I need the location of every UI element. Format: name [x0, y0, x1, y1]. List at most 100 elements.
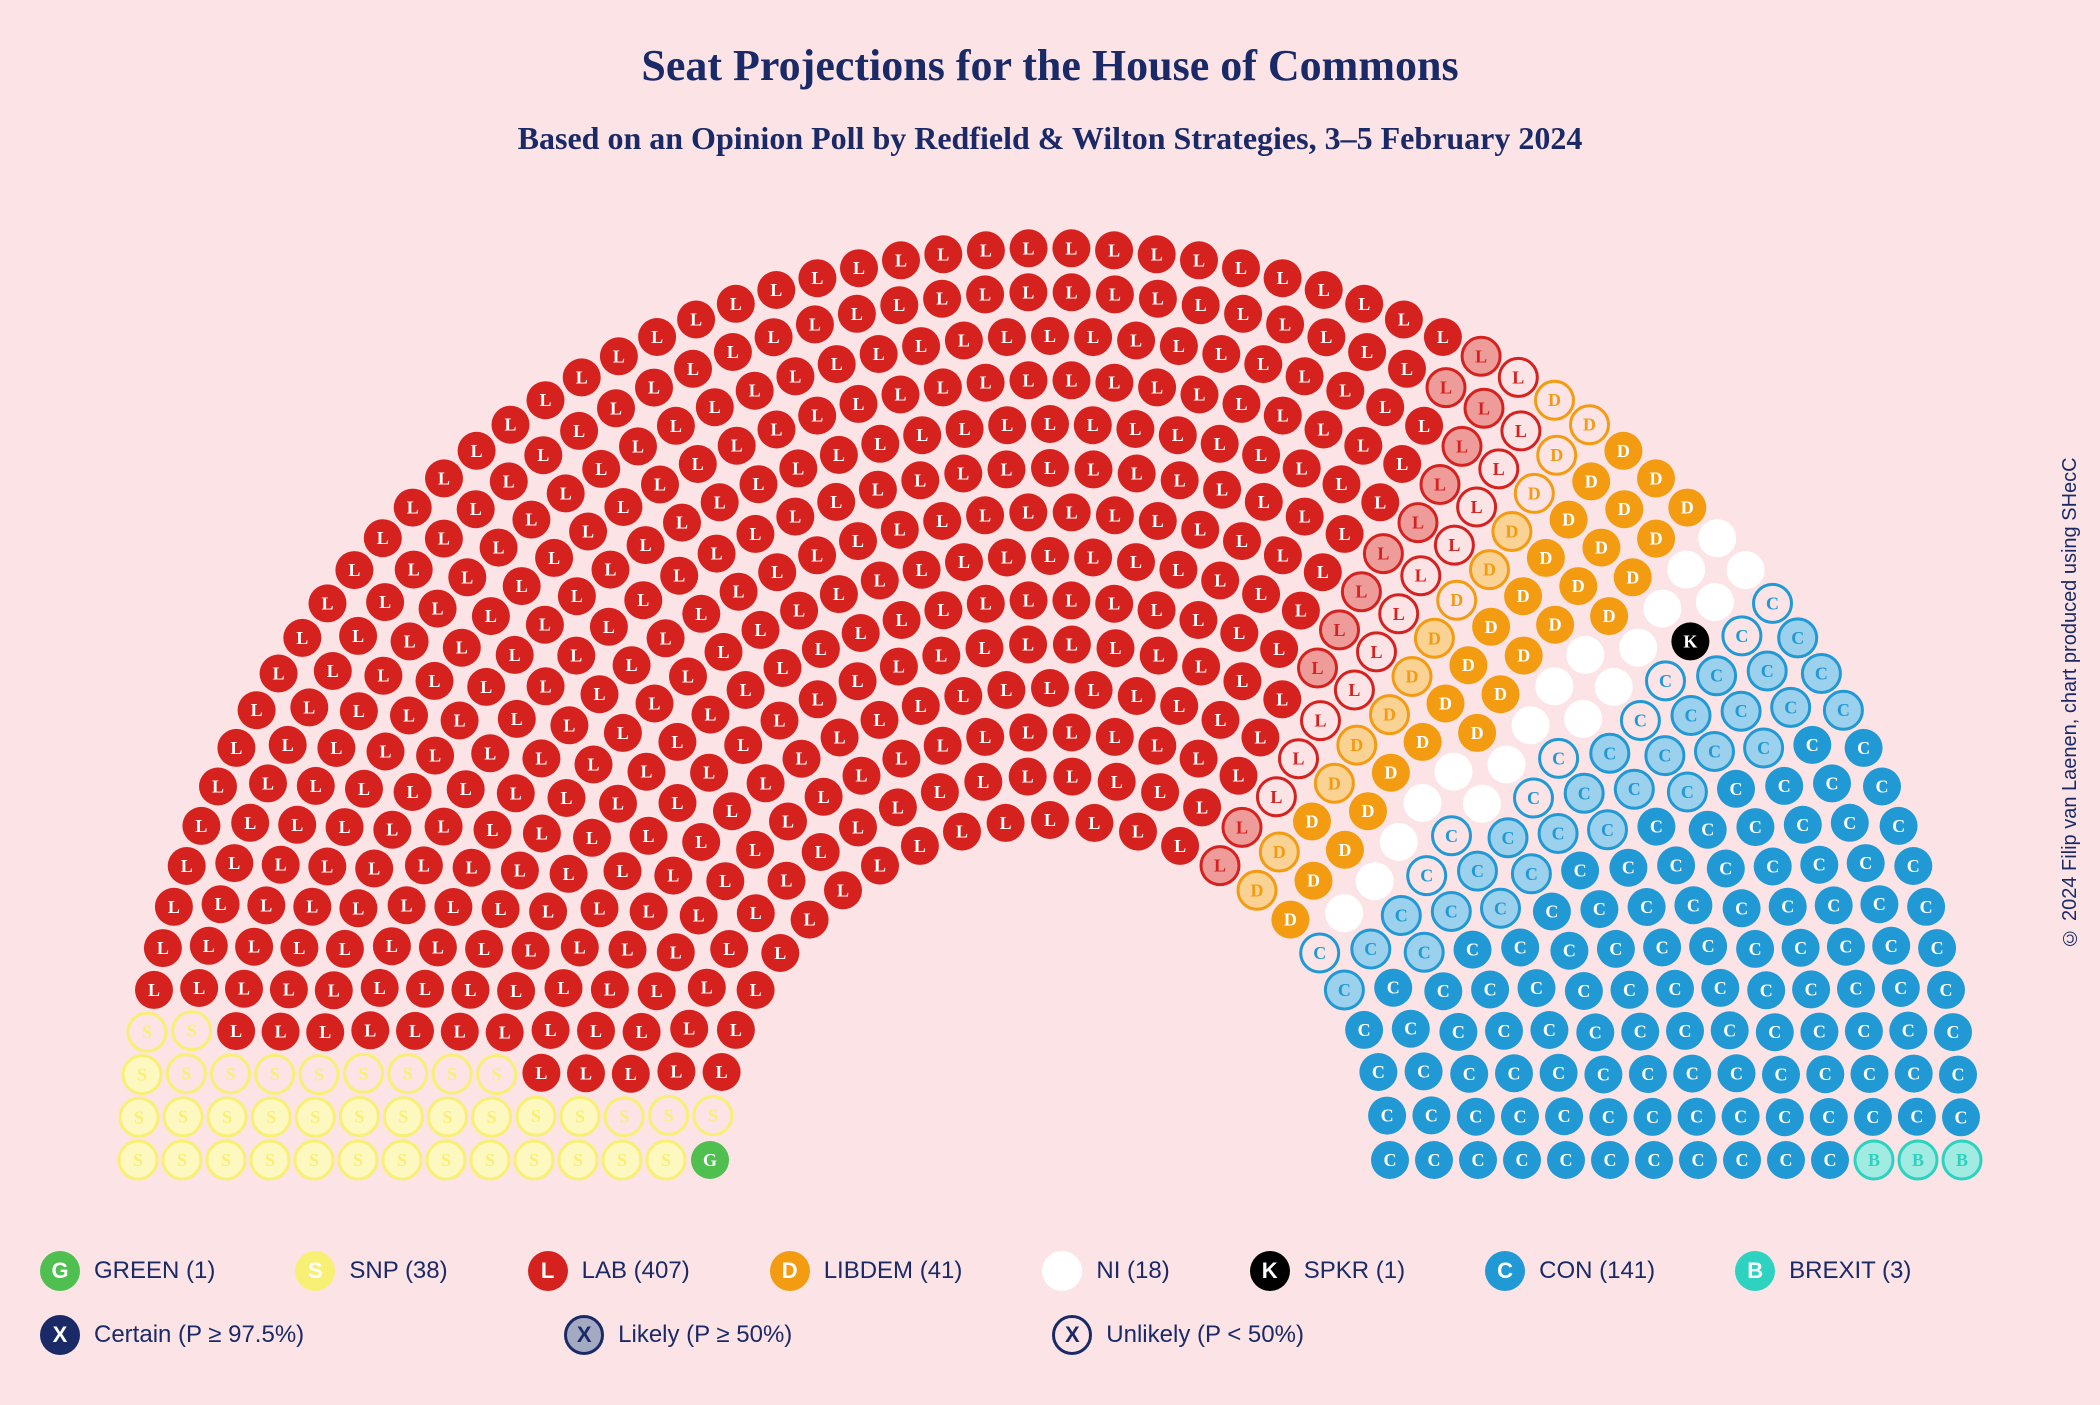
svg-text:L: L	[852, 394, 864, 414]
svg-text:L: L	[1087, 548, 1099, 568]
seat: L	[623, 1013, 661, 1051]
svg-text:L: L	[1320, 327, 1332, 347]
svg-text:S: S	[661, 1150, 671, 1170]
svg-text:C: C	[1885, 936, 1898, 956]
svg-text:L: L	[774, 943, 786, 963]
svg-text:D: D	[1462, 655, 1475, 675]
seat: L	[903, 551, 941, 589]
svg-text:L: L	[535, 1063, 547, 1083]
seat: L	[1095, 585, 1133, 623]
svg-text:C: C	[1597, 1065, 1610, 1085]
svg-text:S: S	[575, 1106, 585, 1126]
svg-text:L: L	[571, 586, 583, 606]
svg-text:L: L	[749, 381, 761, 401]
seat: L	[558, 577, 596, 615]
svg-text:L: L	[937, 377, 949, 397]
svg-text:S: S	[617, 1150, 627, 1170]
seat: C	[1779, 619, 1817, 657]
seat: C	[1489, 819, 1527, 857]
seat	[1380, 823, 1418, 861]
legend-label: BREXIT (3)	[1789, 1257, 1911, 1285]
seat: L	[1203, 471, 1241, 509]
seat: L	[818, 345, 856, 383]
svg-text:L: L	[438, 817, 450, 837]
seat: L	[713, 792, 751, 830]
svg-text:L: L	[407, 782, 419, 802]
seat	[1566, 636, 1604, 674]
seat: L	[780, 592, 818, 630]
seat: L	[1264, 536, 1302, 574]
seat: C	[1495, 1054, 1533, 1092]
seat: L	[882, 241, 920, 279]
seat: L	[988, 406, 1026, 444]
svg-text:L: L	[894, 385, 906, 405]
seat: L	[482, 890, 520, 928]
seat: C	[1647, 662, 1685, 700]
seat: S	[471, 1141, 509, 1179]
seat: C	[1754, 848, 1792, 886]
svg-text:C: C	[1784, 697, 1797, 717]
svg-text:L: L	[654, 475, 666, 495]
svg-text:D: D	[1617, 441, 1630, 461]
seat: C	[1765, 767, 1803, 805]
svg-text:L: L	[671, 732, 683, 752]
seat: L	[783, 740, 821, 778]
svg-text:L: L	[958, 331, 970, 351]
seat: C	[1503, 1141, 1541, 1179]
svg-text:C: C	[1910, 1107, 1923, 1127]
svg-text:L: L	[364, 1020, 376, 1040]
seat: L	[988, 450, 1026, 488]
svg-text:L: L	[916, 560, 928, 580]
hemicycle-chart: GSSSSSSSSSSSSSSSSSSSSSSSSSSSSSSSSSSSSSSL…	[0, 180, 2100, 1200]
svg-text:L: L	[776, 658, 788, 678]
svg-text:S: S	[447, 1064, 457, 1084]
svg-text:L: L	[495, 899, 507, 919]
svg-text:C: C	[1502, 828, 1515, 848]
svg-text:C: C	[1381, 1106, 1394, 1126]
svg-text:L: L	[1401, 359, 1413, 379]
seat: L	[592, 551, 630, 589]
seat: L	[647, 619, 685, 657]
svg-text:L: L	[893, 295, 905, 315]
seat: C	[1845, 1012, 1883, 1050]
svg-text:L: L	[873, 344, 885, 364]
seat: L	[698, 535, 736, 573]
seat: C	[1405, 1052, 1443, 1090]
seat: D	[1427, 685, 1465, 723]
svg-text:L: L	[1087, 327, 1099, 347]
svg-text:C: C	[1873, 894, 1886, 914]
svg-text:S: S	[309, 1150, 319, 1170]
svg-text:S: S	[398, 1107, 408, 1127]
seat: L	[705, 633, 743, 671]
svg-text:C: C	[1692, 1150, 1705, 1170]
seat: L	[1321, 611, 1359, 649]
svg-text:L: L	[957, 686, 969, 706]
svg-text:L: L	[1152, 511, 1164, 531]
seat: C	[1368, 1097, 1406, 1135]
svg-text:B: B	[1868, 1150, 1880, 1170]
svg-text:L: L	[1022, 723, 1034, 743]
svg-text:L: L	[1270, 787, 1282, 807]
svg-text:D: D	[1428, 628, 1441, 648]
svg-text:L: L	[328, 980, 340, 1000]
seat: L	[882, 376, 920, 414]
seat: C	[1382, 897, 1420, 935]
con-swatch: C	[1485, 1251, 1525, 1291]
svg-text:L: L	[979, 284, 991, 304]
svg-text:L: L	[1214, 856, 1226, 876]
svg-text:L: L	[282, 735, 294, 755]
svg-text:S: S	[492, 1065, 502, 1085]
svg-text:C: C	[1648, 1150, 1661, 1170]
seat: C	[1711, 1011, 1749, 1049]
svg-text:L: L	[348, 560, 360, 580]
seat: D	[1371, 696, 1409, 734]
legend-label: SNP (38)	[349, 1257, 447, 1285]
svg-text:L: L	[626, 655, 638, 675]
svg-text:L: L	[339, 939, 351, 959]
svg-text:C: C	[1387, 978, 1400, 998]
svg-text:L: L	[1299, 366, 1311, 386]
seat: L	[1179, 601, 1217, 639]
seat: L	[1299, 649, 1337, 687]
svg-text:L: L	[230, 738, 242, 758]
seat: L	[425, 459, 463, 497]
